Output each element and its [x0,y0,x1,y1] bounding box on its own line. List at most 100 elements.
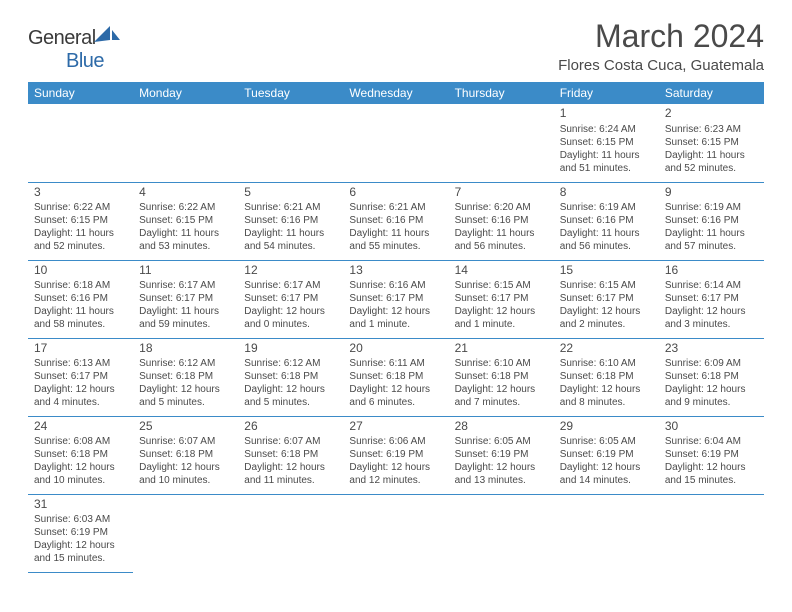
daylight-line: Daylight: 11 hours and 58 minutes. [34,305,127,331]
calendar-row: 17Sunrise: 6:13 AMSunset: 6:17 PMDayligh… [28,338,764,416]
empty-cell [343,494,448,572]
day-cell: 31Sunrise: 6:03 AMSunset: 6:19 PMDayligh… [28,494,133,572]
day-number: 2 [665,106,758,122]
sunrise-line: Sunrise: 6:16 AM [349,279,442,292]
sunset-line: Sunset: 6:15 PM [139,214,232,227]
logo-sail-icon [94,26,122,44]
sunset-line: Sunset: 6:16 PM [665,214,758,227]
day-cell: 9Sunrise: 6:19 AMSunset: 6:16 PMDaylight… [659,182,764,260]
day-number: 5 [244,185,337,201]
day-number: 3 [34,185,127,201]
daylight-line: Daylight: 12 hours and 4 minutes. [34,383,127,409]
daylight-line: Daylight: 12 hours and 9 minutes. [665,383,758,409]
daylight-line: Daylight: 11 hours and 52 minutes. [34,227,127,253]
sunset-line: Sunset: 6:18 PM [244,370,337,383]
sunrise-line: Sunrise: 6:22 AM [139,201,232,214]
empty-cell [238,494,343,572]
sunset-line: Sunset: 6:19 PM [34,526,127,539]
sunrise-line: Sunrise: 6:10 AM [560,357,653,370]
location: Flores Costa Cuca, Guatemala [558,57,764,74]
sunset-line: Sunset: 6:17 PM [244,292,337,305]
day-number: 23 [665,341,758,357]
daylight-line: Daylight: 12 hours and 2 minutes. [560,305,653,331]
sunset-line: Sunset: 6:15 PM [34,214,127,227]
day-cell: 20Sunrise: 6:11 AMSunset: 6:18 PMDayligh… [343,338,448,416]
sunrise-line: Sunrise: 6:24 AM [560,123,653,136]
day-number: 6 [349,185,442,201]
sunset-line: Sunset: 6:18 PM [560,370,653,383]
day-cell: 7Sunrise: 6:20 AMSunset: 6:16 PMDaylight… [449,182,554,260]
sunset-line: Sunset: 6:18 PM [349,370,442,383]
sunset-line: Sunset: 6:18 PM [244,448,337,461]
day-cell: 6Sunrise: 6:21 AMSunset: 6:16 PMDaylight… [343,182,448,260]
sunset-line: Sunset: 6:18 PM [34,448,127,461]
sunrise-line: Sunrise: 6:22 AM [34,201,127,214]
daylight-line: Daylight: 11 hours and 57 minutes. [665,227,758,253]
day-cell: 27Sunrise: 6:06 AMSunset: 6:19 PMDayligh… [343,416,448,494]
daylight-line: Daylight: 12 hours and 1 minute. [349,305,442,331]
sunrise-line: Sunrise: 6:21 AM [349,201,442,214]
sunset-line: Sunset: 6:17 PM [139,292,232,305]
sunset-line: Sunset: 6:17 PM [34,370,127,383]
day-cell: 8Sunrise: 6:19 AMSunset: 6:16 PMDaylight… [554,182,659,260]
sunrise-line: Sunrise: 6:11 AM [349,357,442,370]
sunrise-line: Sunrise: 6:19 AM [665,201,758,214]
sunset-line: Sunset: 6:16 PM [560,214,653,227]
day-cell: 10Sunrise: 6:18 AMSunset: 6:16 PMDayligh… [28,260,133,338]
day-number: 14 [455,263,548,279]
day-number: 21 [455,341,548,357]
daylight-line: Daylight: 12 hours and 1 minute. [455,305,548,331]
daylight-line: Daylight: 12 hours and 8 minutes. [560,383,653,409]
month-title: March 2024 [558,18,764,55]
day-cell: 11Sunrise: 6:17 AMSunset: 6:17 PMDayligh… [133,260,238,338]
sunrise-line: Sunrise: 6:12 AM [244,357,337,370]
calendar-row: 3Sunrise: 6:22 AMSunset: 6:15 PMDaylight… [28,182,764,260]
day-cell: 25Sunrise: 6:07 AMSunset: 6:18 PMDayligh… [133,416,238,494]
sunrise-line: Sunrise: 6:18 AM [34,279,127,292]
sunrise-line: Sunrise: 6:09 AM [665,357,758,370]
day-number: 19 [244,341,337,357]
daylight-line: Daylight: 12 hours and 10 minutes. [139,461,232,487]
day-cell: 13Sunrise: 6:16 AMSunset: 6:17 PMDayligh… [343,260,448,338]
day-cell: 26Sunrise: 6:07 AMSunset: 6:18 PMDayligh… [238,416,343,494]
daylight-line: Daylight: 11 hours and 56 minutes. [560,227,653,253]
title-block: March 2024 Flores Costa Cuca, Guatemala [558,18,764,74]
empty-cell [659,494,764,572]
sunset-line: Sunset: 6:17 PM [349,292,442,305]
sunrise-line: Sunrise: 6:15 AM [560,279,653,292]
weekday-header: Wednesday [343,82,448,104]
sunrise-line: Sunrise: 6:23 AM [665,123,758,136]
logo: GeneralBlue [28,24,122,73]
day-number: 18 [139,341,232,357]
sunrise-line: Sunrise: 6:04 AM [665,435,758,448]
empty-cell [554,494,659,572]
day-cell: 3Sunrise: 6:22 AMSunset: 6:15 PMDaylight… [28,182,133,260]
sunset-line: Sunset: 6:19 PM [349,448,442,461]
sunrise-line: Sunrise: 6:21 AM [244,201,337,214]
day-number: 7 [455,185,548,201]
weekday-header-row: SundayMondayTuesdayWednesdayThursdayFrid… [28,82,764,104]
day-number: 4 [139,185,232,201]
sunrise-line: Sunrise: 6:20 AM [455,201,548,214]
sunrise-line: Sunrise: 6:05 AM [560,435,653,448]
empty-cell [133,104,238,182]
day-cell: 14Sunrise: 6:15 AMSunset: 6:17 PMDayligh… [449,260,554,338]
daylight-line: Daylight: 12 hours and 5 minutes. [244,383,337,409]
day-cell: 28Sunrise: 6:05 AMSunset: 6:19 PMDayligh… [449,416,554,494]
day-number: 28 [455,419,548,435]
weekday-header: Saturday [659,82,764,104]
logo-text: GeneralBlue [28,24,122,73]
calendar-table: SundayMondayTuesdayWednesdayThursdayFrid… [28,82,764,573]
day-number: 22 [560,341,653,357]
sunset-line: Sunset: 6:17 PM [455,292,548,305]
daylight-line: Daylight: 11 hours and 53 minutes. [139,227,232,253]
day-number: 30 [665,419,758,435]
day-number: 17 [34,341,127,357]
day-cell: 17Sunrise: 6:13 AMSunset: 6:17 PMDayligh… [28,338,133,416]
day-number: 12 [244,263,337,279]
sunrise-line: Sunrise: 6:14 AM [665,279,758,292]
daylight-line: Daylight: 11 hours and 51 minutes. [560,149,653,175]
day-number: 8 [560,185,653,201]
empty-cell [449,494,554,572]
weekday-header: Friday [554,82,659,104]
